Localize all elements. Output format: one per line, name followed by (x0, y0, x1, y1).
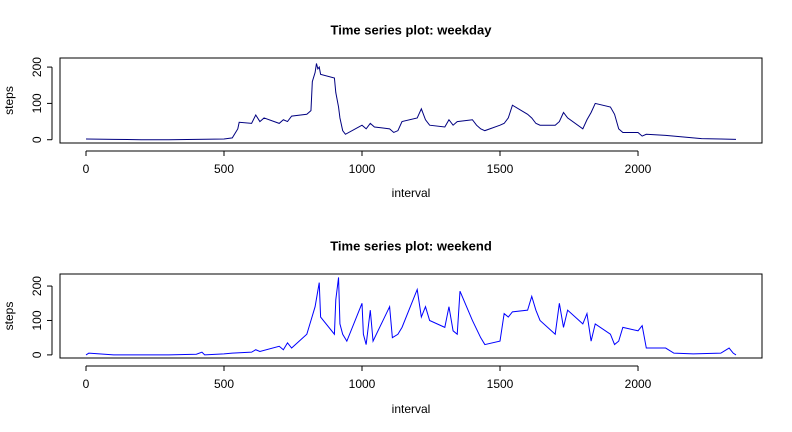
x-axis-label: interval (392, 186, 431, 200)
chart-title: Time series plot: weekday (331, 22, 493, 37)
series-line (85, 63, 737, 141)
x-tick-label: 1500 (487, 162, 514, 176)
x-tick-label: 500 (214, 162, 234, 176)
x-tick-label: 2000 (625, 377, 652, 391)
x-tick-label: 500 (214, 377, 234, 391)
x-tick-label: 1000 (349, 377, 376, 391)
y-tick-label: 0 (30, 351, 44, 358)
x-tick-label: 2000 (625, 162, 652, 176)
y-axis-label: steps (2, 302, 16, 331)
y-tick-label: 100 (30, 310, 44, 330)
y-axis-label: steps (2, 86, 16, 115)
x-tick-label: 0 (83, 377, 90, 391)
plot-box (59, 273, 763, 359)
y-tick-label: 200 (30, 276, 44, 296)
y-tick-label: 200 (30, 57, 44, 77)
chart-title: Time series plot: weekend (330, 238, 492, 253)
y-tick-label: 100 (30, 93, 44, 113)
x-axis-label: interval (392, 402, 431, 416)
y-tick-label: 0 (30, 136, 44, 143)
x-tick-label: 1500 (487, 377, 514, 391)
x-tick-label: 0 (83, 162, 90, 176)
x-tick-label: 1000 (349, 162, 376, 176)
series-line (85, 277, 737, 356)
plot-box (59, 57, 763, 144)
